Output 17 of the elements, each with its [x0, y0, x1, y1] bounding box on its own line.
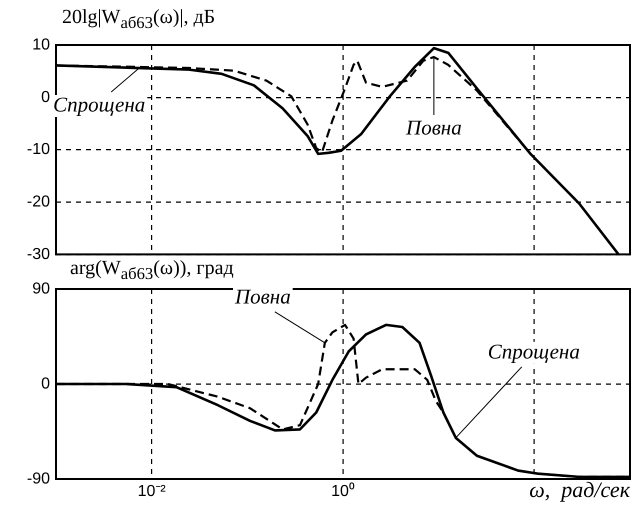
series-label: Повна [405, 116, 462, 140]
x-tick-label: 10⁰ [331, 482, 355, 500]
y-tick-label: -30 [26, 246, 50, 263]
y-tick-label: -10 [26, 141, 50, 158]
text: Спрощена [488, 339, 580, 364]
x-tick-label: 10⁻² [138, 483, 166, 500]
legend-label: Спрощена [53, 92, 146, 117]
y-axis-title: 20lg|W$_{аб63}$(ω)|, дБ [58, 6, 220, 33]
y-tick-label: 10 [32, 36, 50, 54]
y-tick-label: 90 [32, 280, 50, 298]
text: Повна [234, 284, 291, 308]
y-axis-title: arg(W$_{аб63}$(ω)), град [66, 257, 238, 284]
y-tick-label: -20 [26, 193, 50, 210]
y-tick-label: 0 [41, 88, 50, 106]
y-tick-label: -90 [26, 470, 50, 488]
x-axis-title: ω, рад/сек [529, 477, 630, 503]
y-tick-label: 0 [41, 375, 50, 392]
